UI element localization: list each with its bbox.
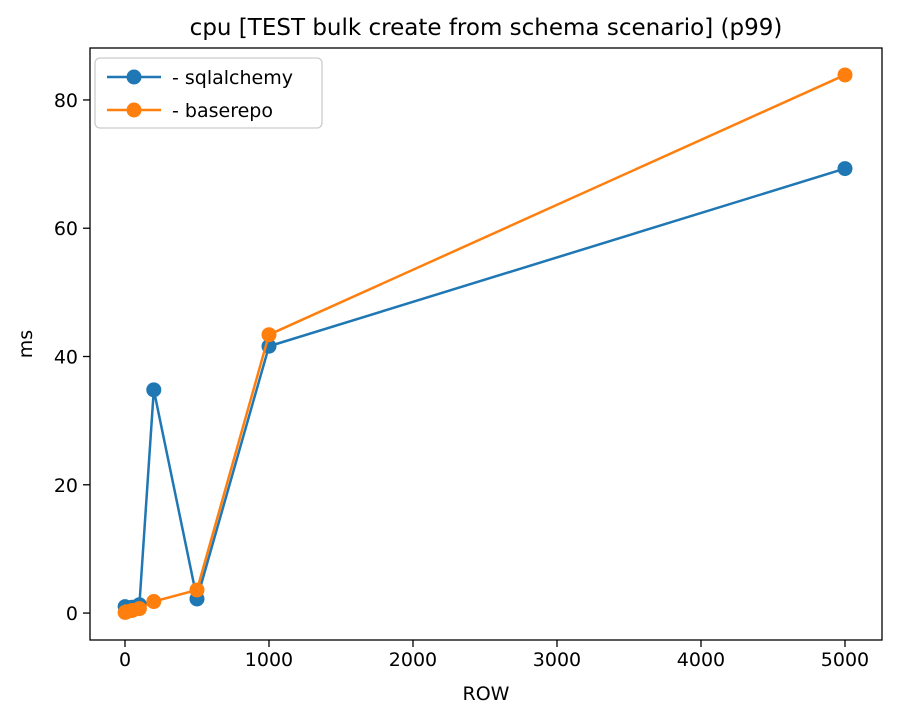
plot-area-border bbox=[89, 47, 883, 641]
data-point-sqlalchemy bbox=[146, 382, 162, 398]
x-tick-label: 3000 bbox=[533, 649, 581, 671]
data-point-baserepo bbox=[837, 67, 853, 83]
series-line-sqlalchemy bbox=[124, 167, 846, 610]
x-tick-label: 2000 bbox=[389, 649, 437, 671]
legend-marker-sqlalchemy bbox=[126, 69, 142, 85]
data-point-baserepo bbox=[131, 601, 147, 617]
data-point-baserepo bbox=[189, 582, 205, 598]
legend-label-baserepo: - baserepo bbox=[172, 100, 273, 122]
x-tick-label: 0 bbox=[119, 649, 131, 671]
x-tick-label: 1000 bbox=[245, 649, 293, 671]
x-axis-label: ROW bbox=[463, 683, 510, 705]
chart-title: cpu [TEST bulk create from schema scenar… bbox=[190, 15, 783, 41]
y-tick-label: 40 bbox=[54, 347, 78, 369]
series-line-baserepo bbox=[124, 73, 846, 614]
legend-label-sqlalchemy: - sqlalchemy bbox=[172, 67, 293, 89]
y-tick-label: 80 bbox=[54, 90, 78, 112]
data-point-baserepo bbox=[261, 327, 277, 343]
y-tick-label: 20 bbox=[54, 475, 78, 497]
x-tick-label: 5000 bbox=[821, 649, 869, 671]
y-tick-label: 0 bbox=[66, 603, 78, 625]
y-axis-label: ms bbox=[15, 330, 37, 358]
legend-marker-baserepo bbox=[126, 102, 142, 118]
data-point-sqlalchemy bbox=[837, 161, 853, 177]
y-tick-label: 60 bbox=[54, 218, 78, 240]
x-tick-label: 4000 bbox=[677, 649, 725, 671]
data-point-baserepo bbox=[146, 594, 162, 610]
